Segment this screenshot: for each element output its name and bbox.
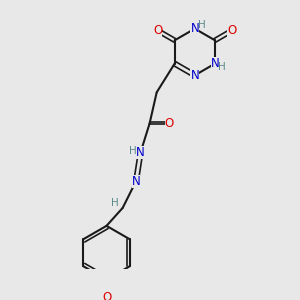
Text: N: N	[211, 57, 219, 70]
Text: N: N	[190, 69, 199, 82]
Text: O: O	[165, 117, 174, 130]
Text: H: H	[129, 146, 136, 156]
Text: N: N	[190, 22, 199, 35]
Text: H: H	[111, 197, 119, 208]
Text: O: O	[153, 24, 162, 37]
Text: O: O	[102, 291, 111, 300]
Text: H: H	[198, 20, 206, 30]
Text: N: N	[136, 146, 145, 159]
Text: H: H	[218, 62, 226, 72]
Text: N: N	[132, 175, 140, 188]
Text: O: O	[227, 24, 237, 37]
